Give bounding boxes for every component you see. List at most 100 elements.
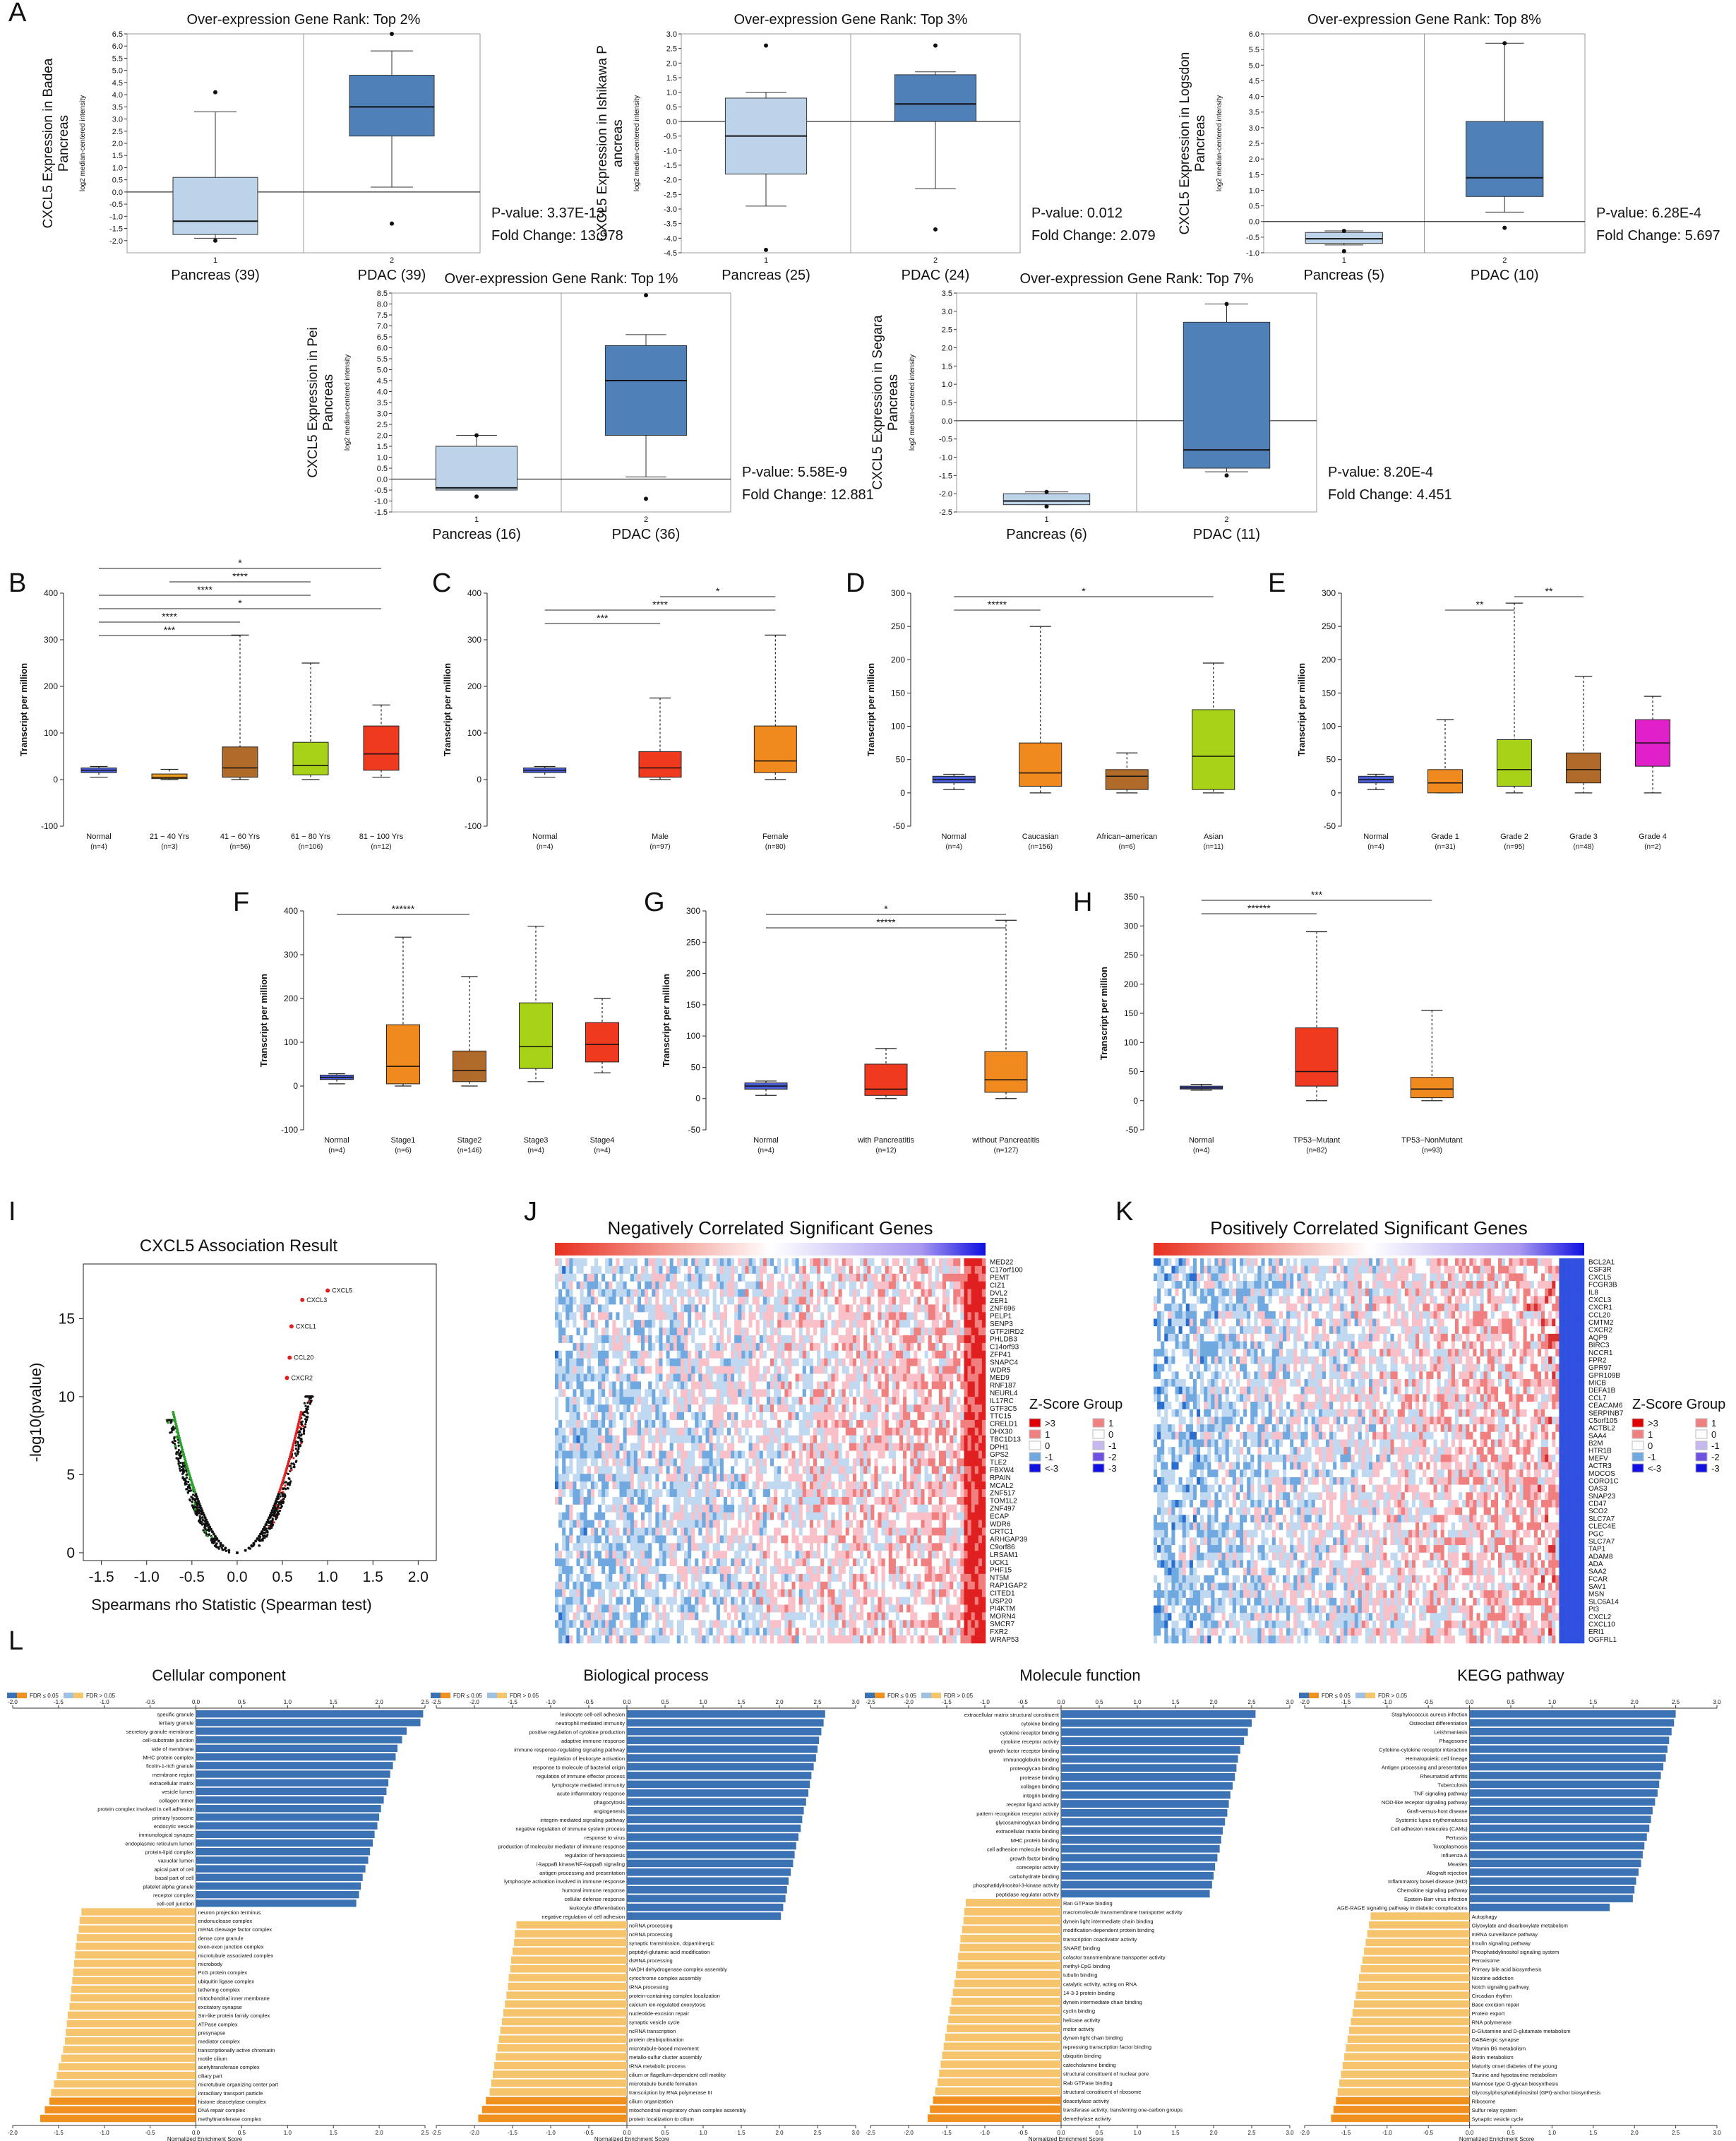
- heatmap-cell: [652, 1350, 656, 1359]
- y-tick-label: 0: [66, 1545, 75, 1561]
- heatmap-cell: [676, 1427, 681, 1436]
- heatmap-cell: [845, 1289, 850, 1297]
- heatmap-cell: [957, 1265, 961, 1275]
- heatmap-cell: [777, 1419, 782, 1429]
- group-n: (n=156): [1028, 843, 1053, 851]
- heatmap-cell: [770, 1273, 774, 1282]
- y-tick-label: 5: [66, 1467, 75, 1483]
- heatmap-cell: [637, 1265, 642, 1275]
- volcano-point: [297, 1445, 300, 1448]
- heatmap-cell: [798, 1466, 803, 1474]
- heatmap-cell: [870, 1296, 875, 1305]
- heatmap-cell: [565, 1435, 570, 1443]
- y-tick-label: 3.5: [1249, 109, 1259, 117]
- heatmap-cell: [738, 1427, 742, 1436]
- heatmap-cell: [576, 1366, 580, 1374]
- heatmap-cell: [888, 1458, 893, 1467]
- heatmap-cell: [645, 1328, 649, 1336]
- y-tick-label: 7.5: [377, 311, 388, 320]
- heatmap-cell: [633, 1458, 638, 1467]
- volcano-edge-point: [289, 1453, 292, 1456]
- heatmap-cell: [569, 1289, 573, 1297]
- heatmap-cell: [831, 1389, 835, 1397]
- heatmap-cell: [798, 1289, 803, 1297]
- volcano-point: [179, 1469, 182, 1472]
- heatmap-cell: [652, 1458, 656, 1467]
- heatmap-cell: [759, 1328, 764, 1336]
- heatmap-cell: [655, 1258, 659, 1267]
- heatmap-cell: [802, 1427, 807, 1436]
- heatmap-cell: [641, 1335, 645, 1344]
- group-label: Grade 3: [1569, 833, 1598, 841]
- heatmap-cell: [809, 1458, 814, 1467]
- heatmap-cell: [957, 1412, 961, 1421]
- heatmap-cell: [752, 1312, 756, 1320]
- heatmap-cell: [762, 1366, 767, 1374]
- heatmap-cell: [719, 1419, 724, 1429]
- heatmap-cell: [555, 1405, 559, 1413]
- heatmap-cell: [684, 1373, 688, 1382]
- heatmap-cell: [712, 1366, 717, 1374]
- heatmap-cell: [870, 1397, 875, 1405]
- heatmap-cell: [655, 1304, 659, 1313]
- volcano-edge-point: [172, 1415, 176, 1419]
- heatmap-cell: [809, 1312, 814, 1320]
- y-label: Transcript per million: [866, 663, 876, 756]
- heatmap-cell: [874, 1435, 878, 1443]
- volcano-point: [184, 1480, 187, 1483]
- heatmap-cell: [598, 1389, 602, 1397]
- heatmap-cell: [676, 1281, 681, 1289]
- heatmap-cell: [698, 1265, 702, 1275]
- heatmap-cell: [741, 1296, 746, 1305]
- heatmap-cell: [637, 1296, 642, 1305]
- heatmap-cell: [964, 1373, 968, 1382]
- heatmap-cell: [709, 1381, 713, 1390]
- heatmap-cell: [583, 1335, 588, 1344]
- heatmap-cell: [716, 1273, 721, 1282]
- heatmap-cell: [727, 1466, 731, 1474]
- heatmap-cell: [738, 1289, 742, 1297]
- heatmap-cell: [863, 1366, 868, 1374]
- volcano-point: [294, 1460, 297, 1463]
- heatmap-cell: [652, 1381, 656, 1390]
- heatmap-cell: [770, 1328, 774, 1336]
- heatmap-cell: [781, 1450, 785, 1459]
- heatmap-cell: [863, 1405, 868, 1413]
- heatmap-cell: [878, 1320, 882, 1328]
- heatmap-cell: [666, 1281, 670, 1289]
- group-label: Normal: [86, 833, 111, 841]
- volcano-point: [174, 1447, 177, 1450]
- heatmap-cell: [870, 1328, 875, 1336]
- significance-stars: *: [1082, 585, 1086, 597]
- heatmap-cell: [748, 1366, 753, 1374]
- heatmap-cell: [576, 1304, 580, 1313]
- heatmap-cell: [899, 1373, 904, 1382]
- heatmap-cell: [641, 1474, 645, 1482]
- heatmap-cell: [641, 1389, 645, 1397]
- heatmap-cell: [774, 1358, 778, 1366]
- heatmap-cell: [755, 1381, 760, 1390]
- heatmap-cell: [612, 1335, 616, 1344]
- heatmap-cell: [569, 1335, 573, 1344]
- heatmap-cell: [741, 1443, 746, 1451]
- heatmap-cell: [698, 1443, 702, 1451]
- heatmap-cell: [863, 1419, 868, 1429]
- heatmap-cell: [777, 1296, 782, 1305]
- heatmap-cell: [788, 1389, 792, 1397]
- heatmap-cell: [766, 1358, 771, 1366]
- heatmap-cell: [630, 1273, 635, 1282]
- heatmap-cell: [867, 1328, 871, 1336]
- heatmap-cell: [888, 1405, 893, 1413]
- heatmap-cell: [598, 1435, 602, 1443]
- heatmap-cell: [781, 1296, 785, 1305]
- y-tick-label: 6.0: [377, 345, 388, 353]
- heatmap-cell: [863, 1328, 868, 1336]
- heatmap-cell: [827, 1412, 832, 1421]
- heatmap-cell: [598, 1450, 602, 1459]
- heatmap-cell: [827, 1419, 832, 1429]
- y-sublabel: log2 median-centered intensity: [79, 95, 87, 191]
- heatmap-cell: [738, 1435, 742, 1443]
- heatmap-cell: [669, 1381, 674, 1390]
- heatmap-cell: [652, 1397, 656, 1405]
